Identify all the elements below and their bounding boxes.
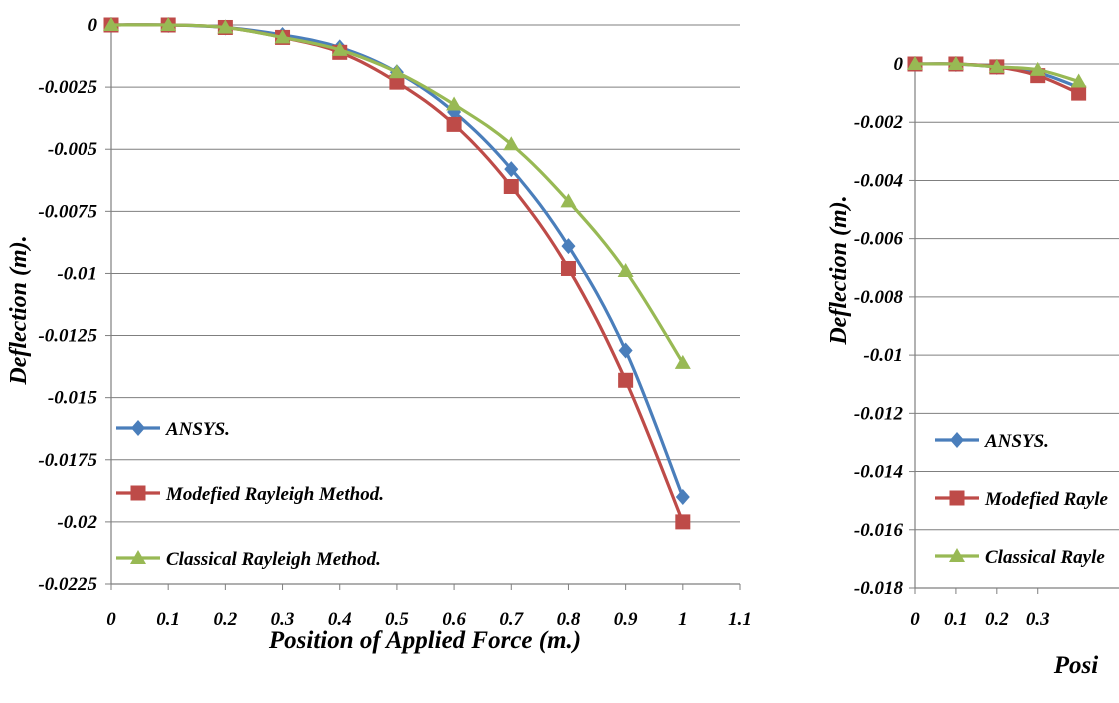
- data-point: [907, 56, 923, 70]
- x-tick-label: 1: [678, 609, 688, 630]
- legend-label: ANSYS.: [984, 431, 1049, 452]
- data-point: [160, 17, 177, 31]
- x-tick-label: 0.1: [944, 609, 968, 630]
- legend-label: Classical Rayleigh Method.: [166, 549, 381, 570]
- x-tick-label: 0.5: [385, 609, 409, 630]
- data-point: [561, 238, 576, 255]
- data-point: [617, 262, 634, 277]
- data-point: [446, 96, 463, 111]
- data-point: [1029, 61, 1046, 76]
- data-point: [675, 489, 690, 506]
- legend-marker: [130, 485, 146, 501]
- legend-label: Classical Rayle: [985, 547, 1105, 568]
- y-tick-label: -0.002: [854, 112, 904, 133]
- series-triangle: [103, 17, 691, 369]
- legend-marker: [949, 490, 965, 506]
- chart-background: [0, 0, 808, 703]
- y-tick-label: -0.0025: [38, 77, 97, 98]
- data-point: [675, 514, 691, 530]
- x-tick-label: 0: [910, 609, 920, 630]
- y-tick-label: -0.0125: [38, 326, 97, 347]
- data-point: [560, 193, 577, 208]
- chart-1: 0 -0.0025 -0.005 -0.0075 -0.01 -0.0125 -0.015 -…: [0, 0, 808, 703]
- y-tick-label: 0: [894, 54, 904, 75]
- data-point: [988, 58, 1005, 73]
- data-point: [389, 74, 405, 90]
- x-tick-label: 0.9: [614, 609, 638, 630]
- x-tick-label: 0.2: [985, 609, 1009, 630]
- data-point: [674, 354, 691, 369]
- series-line: [110, 23, 685, 364]
- legend-label: Modefied Rayle: [984, 489, 1109, 510]
- y-tick-label: -0.004: [854, 170, 903, 191]
- x-tick-label: 0.2: [213, 609, 237, 630]
- x-tick-label: 0.7: [499, 609, 524, 630]
- y-tick-label: -0.0225: [38, 574, 97, 595]
- legend-marker: [950, 432, 964, 448]
- legend-marker: [130, 550, 146, 564]
- legend: ANSYS. Modefied Rayleigh Method. Classical…: [116, 419, 384, 570]
- x-tick-label: 0.4: [328, 609, 352, 630]
- x-axis-title: Posi: [1053, 652, 1099, 679]
- data-point: [331, 41, 348, 56]
- y-tick-label: -0.01: [863, 345, 903, 366]
- y-tick-label: -0.018: [854, 578, 904, 599]
- legend-marker: [131, 420, 145, 436]
- data-point: [618, 372, 634, 388]
- y-axis-title: Deflection (m).: [826, 195, 852, 345]
- chart-background: [808, 35, 1119, 703]
- data-point: [103, 17, 119, 31]
- legend: ANSYS. Modefied Rayle Classical Rayle: [935, 431, 1109, 568]
- x-axis-title: Position of Applied Force (m.): [268, 627, 581, 654]
- chart-2: 0 -0.002 -0.004 -0.006 -0.008 -0.01 -0.012 -0.0…: [808, 35, 1119, 703]
- y-tick-label: -0.016: [854, 520, 904, 541]
- data-point: [503, 178, 519, 194]
- data-point: [503, 136, 520, 151]
- y-tick-label: -0.012: [854, 403, 904, 424]
- data-point: [1070, 73, 1087, 88]
- data-point: [560, 260, 576, 276]
- data-point: [504, 161, 519, 178]
- x-tick-label: 0.1: [156, 609, 180, 630]
- legend-label: Modefied Rayleigh Method.: [165, 484, 384, 505]
- data-point: [446, 116, 462, 132]
- y-tick-label: -0.006: [854, 229, 904, 250]
- data-point: [274, 29, 291, 44]
- data-point: [618, 342, 633, 359]
- y-axis-title: Deflection (m).: [6, 235, 32, 385]
- legend-marker: [949, 548, 965, 562]
- y-tick-label: -0.02: [57, 512, 97, 533]
- x-tick-label: 1.1: [728, 609, 752, 630]
- x-tick-label: 0.3: [1026, 609, 1050, 630]
- data-point: [388, 64, 405, 79]
- y-tick-label: -0.0175: [38, 450, 97, 471]
- x-tick-label: 0: [106, 609, 116, 630]
- data-point: [1071, 85, 1087, 101]
- x-tick-label: 0.8: [557, 609, 581, 630]
- data-point: [217, 19, 234, 34]
- legend-label: ANSYS.: [165, 419, 230, 440]
- data-point: [947, 56, 964, 70]
- y-tick-label: -0.014: [854, 462, 903, 483]
- x-tick-label: 0.3: [271, 609, 295, 630]
- y-tick-label: -0.015: [48, 388, 98, 409]
- y-tick-label: -0.0075: [38, 201, 97, 222]
- y-tick-label: -0.008: [854, 287, 904, 308]
- y-tick-label: 0: [88, 15, 98, 36]
- series-triangle: [907, 56, 1087, 88]
- y-tick-label: -0.01: [57, 263, 97, 284]
- y-tick-label: -0.005: [48, 139, 98, 160]
- x-tick-label: 0.6: [442, 609, 466, 630]
